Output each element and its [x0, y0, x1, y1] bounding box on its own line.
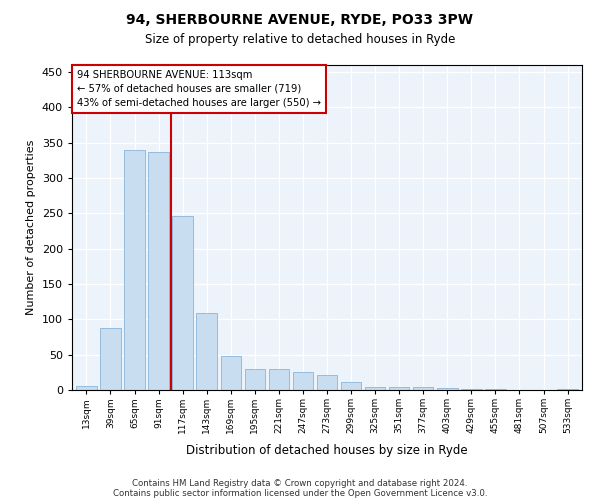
Bar: [365, 387, 385, 390]
Bar: [221, 356, 241, 390]
Bar: [245, 369, 265, 390]
Text: Size of property relative to detached houses in Ryde: Size of property relative to detached ho…: [145, 32, 455, 46]
Text: Contains public sector information licensed under the Open Government Licence v3: Contains public sector information licen…: [113, 488, 487, 498]
Bar: [437, 388, 458, 390]
Bar: [389, 387, 409, 390]
X-axis label: Distribution of detached houses by size in Ryde: Distribution of detached houses by size …: [186, 444, 468, 458]
Bar: [293, 372, 313, 390]
Bar: [172, 216, 193, 390]
Bar: [124, 150, 145, 390]
Text: 94, SHERBOURNE AVENUE, RYDE, PO33 3PW: 94, SHERBOURNE AVENUE, RYDE, PO33 3PW: [127, 12, 473, 26]
Y-axis label: Number of detached properties: Number of detached properties: [26, 140, 36, 315]
Text: 94 SHERBOURNE AVENUE: 113sqm
← 57% of detached houses are smaller (719)
43% of s: 94 SHERBOURNE AVENUE: 113sqm ← 57% of de…: [77, 70, 321, 108]
Bar: [269, 369, 289, 390]
Bar: [100, 328, 121, 390]
Text: Contains HM Land Registry data © Crown copyright and database right 2024.: Contains HM Land Registry data © Crown c…: [132, 478, 468, 488]
Bar: [341, 382, 361, 390]
Bar: [148, 152, 169, 390]
Bar: [413, 387, 433, 390]
Bar: [196, 313, 217, 390]
Bar: [317, 375, 337, 390]
Bar: [76, 386, 97, 390]
